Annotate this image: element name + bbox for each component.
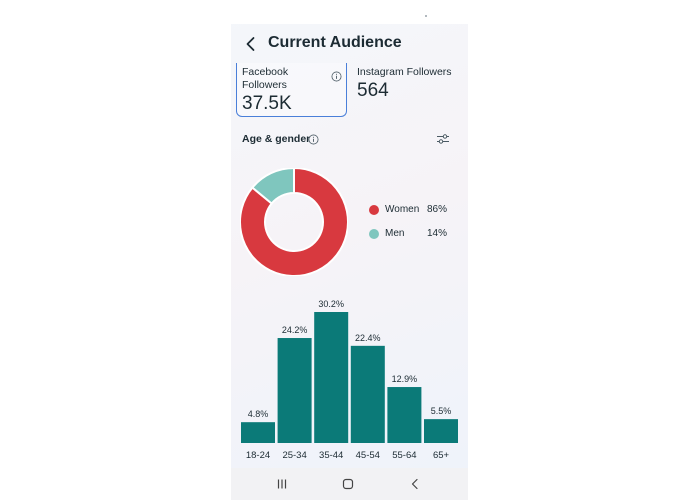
legend-men-percent: 14% (427, 228, 448, 239)
page-title: Current Audience (268, 34, 402, 51)
age-bar-chart: 4.8% 18-24 24.2% 25-34 30.2% 35-44 22.4% 45-54 1… (241, 299, 458, 461)
bar-category-label: 35-44 (319, 450, 343, 461)
bar-value-label: 12.9% (392, 374, 418, 384)
info-icon[interactable] (308, 134, 319, 145)
status-bar (231, 0, 468, 24)
bar-45-54 (350, 345, 385, 443)
bar-55-64 (387, 387, 422, 443)
bar-65+ (424, 419, 458, 443)
bar-category-label: 18-24 (246, 450, 270, 461)
bar-value-label: 5.5% (431, 406, 452, 416)
women-color-dot (369, 205, 379, 215)
sliders-icon[interactable] (436, 132, 450, 146)
donut-slice-women (240, 168, 348, 276)
chevron-left-icon[interactable] (241, 34, 261, 54)
age-gender-title: Age & gender (242, 133, 311, 145)
info-icon[interactable] (331, 71, 342, 82)
bar-category-label: 65+ (433, 450, 450, 461)
back-icon[interactable] (408, 477, 422, 491)
bar-value-label: 22.4% (355, 333, 381, 343)
bar-25-34 (277, 338, 312, 443)
instagram-followers-value: 564 (357, 80, 389, 101)
men-color-dot (369, 229, 379, 239)
recent-apps-icon[interactable] (275, 477, 289, 491)
bar-category-label: 55-64 (392, 450, 416, 461)
bar-value-label: 24.2% (282, 325, 308, 335)
system-nav-bar (231, 468, 468, 500)
facebook-followers-value: 37.5K (242, 93, 292, 114)
phone-screen: Current Audience Facebook Followers 37.5… (231, 0, 468, 500)
legend-women-percent: 86% (427, 204, 448, 215)
legend-women-label: Women (385, 204, 420, 215)
bar-18-24 (241, 422, 275, 443)
home-icon[interactable] (341, 477, 355, 491)
status-indicator (425, 15, 427, 17)
bar-35-44 (314, 312, 349, 443)
facebook-followers-card[interactable]: Facebook Followers 37.5K (236, 63, 347, 117)
bar-value-label: 30.2% (318, 299, 344, 309)
bar-value-label: 4.8% (248, 409, 269, 419)
gender-donut-chart (240, 168, 348, 276)
bar-category-label: 45-54 (356, 450, 380, 461)
instagram-followers-label: Instagram Followers (357, 66, 452, 78)
facebook-followers-label: Facebook Followers (242, 66, 289, 91)
bar-category-label: 25-34 (282, 450, 306, 461)
header: Current Audience (231, 24, 468, 64)
legend-men-label: Men (385, 228, 405, 239)
instagram-followers-card[interactable]: Instagram Followers 564 (351, 63, 463, 117)
donut-slice-men (250, 168, 295, 205)
